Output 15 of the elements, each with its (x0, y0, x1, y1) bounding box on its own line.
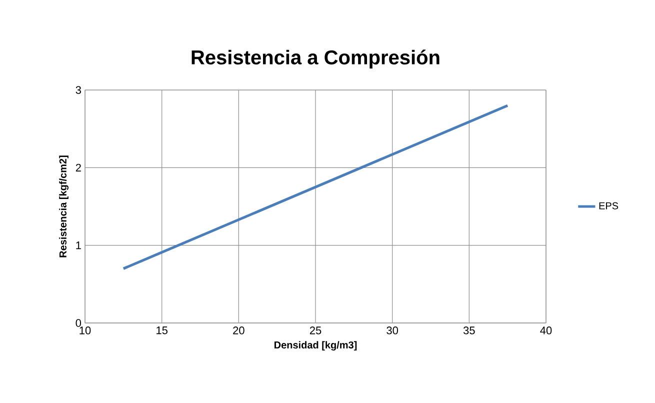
x-tick-label: 35 (463, 326, 475, 334)
x-tick-label: 40 (540, 326, 552, 334)
x-axis-title: Densidad [kg/m3] (274, 341, 357, 351)
x-tick-label: 30 (386, 326, 398, 334)
chart-title: Resistencia a Compresión (192, 50, 440, 68)
x-tick-label: 25 (310, 326, 322, 334)
x-tick-label: 20 (233, 326, 244, 334)
y-tick-label: 1 (76, 242, 81, 250)
y-tick-label: 0 (76, 319, 82, 327)
y-tick-label: 3 (76, 86, 81, 94)
x-tick-label: 15 (156, 326, 168, 334)
x-tick-label: 10 (80, 326, 91, 334)
legend-label: EPS (599, 202, 618, 210)
y-axis-title: Resistencia [kgf/cm2] (59, 156, 68, 258)
y-tick-label: 2 (76, 164, 81, 172)
